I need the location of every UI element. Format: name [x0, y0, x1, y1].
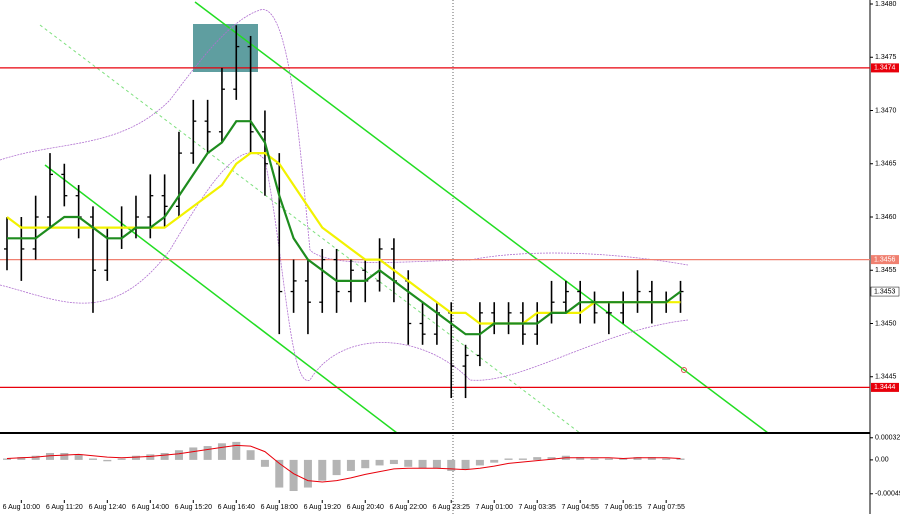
macd-bar [590, 458, 599, 460]
macd-bar [490, 459, 499, 463]
moving-average [6, 152, 681, 325]
level-label: 1.3444 [874, 384, 896, 391]
macd-bar [246, 450, 255, 460]
macd-bar [289, 459, 298, 492]
macd-signal [6, 444, 681, 483]
macd-bar [518, 458, 527, 460]
macd-bar [203, 446, 212, 460]
level-label-box [871, 255, 899, 265]
y-tick-label: 1.3475 [875, 54, 897, 61]
y-tick-label: 1.3445 [875, 374, 897, 381]
macd-bar [475, 459, 484, 466]
macd-bar [619, 458, 628, 460]
macd-bar [418, 459, 427, 469]
highlight-box [193, 24, 258, 72]
macd-bar [346, 459, 355, 471]
macd-y-tick-label: 0.00032 [875, 435, 900, 442]
macd-bar [633, 457, 642, 460]
y-tick-label: 1.3480 [875, 1, 897, 8]
x-tick-label: 6 Aug 10:00 [3, 504, 40, 511]
macd-bar [547, 457, 556, 460]
x-tick-label: 6 Aug 20:40 [347, 504, 384, 511]
macd-bar [389, 459, 398, 465]
macd-bar [174, 450, 183, 460]
moving-average [7, 120, 682, 336]
macd-bar [533, 457, 542, 460]
last-price-label: 1.3453 [874, 288, 896, 295]
x-tick-label: 7 Aug 07:55 [647, 504, 684, 511]
macd-bar [604, 458, 613, 460]
y-tick-label: 1.3455 [875, 267, 897, 274]
last-price-box [870, 286, 900, 297]
macd-bar [45, 452, 54, 460]
level-label-box [871, 382, 899, 392]
macd-bar [375, 459, 384, 466]
macd-bar [303, 459, 312, 488]
macd-y-tick-label: 0.00 [875, 457, 889, 464]
macd-bar [676, 458, 685, 460]
macd-bar [31, 455, 40, 460]
y-tick-label: 1.3465 [875, 161, 897, 168]
macd-bar [504, 458, 513, 460]
macd-bar [404, 459, 413, 467]
macd-bar [447, 459, 456, 471]
macd-bar [88, 458, 97, 460]
macd-bar [662, 458, 671, 460]
x-tick-label: 7 Aug 04:55 [562, 504, 599, 511]
channel-lower [44, 164, 398, 434]
macd-bar [361, 459, 370, 469]
macd-bar [117, 458, 126, 460]
x-tick-label: 6 Aug 19:20 [304, 504, 341, 511]
macd-bar [432, 459, 441, 469]
envelope-lower [0, 152, 689, 381]
macd-bar [146, 454, 155, 460]
macd-bar [3, 458, 11, 460]
macd-bar [189, 447, 198, 460]
marker [681, 367, 687, 373]
x-tick-label: 6 Aug 15:20 [175, 504, 212, 511]
x-tick-label: 7 Aug 01:00 [476, 504, 513, 511]
level-label-box [871, 63, 899, 73]
x-tick-label: 7 Aug 06:15 [605, 504, 642, 511]
x-tick-label: 6 Aug 11:20 [46, 504, 83, 511]
macd-bar [17, 457, 26, 460]
macd-bar [647, 457, 656, 460]
envelope-upper [0, 9, 689, 266]
macd-bar [461, 459, 470, 470]
macd-bar [160, 452, 169, 460]
y-tick-label: 1.3450 [875, 320, 897, 327]
macd-bar [318, 459, 327, 481]
macd-bar [74, 454, 83, 460]
macd-bar [576, 457, 585, 460]
macd-bar [275, 459, 284, 488]
y-tick-label: 1.3470 [875, 107, 897, 114]
macd-y-tick-label: -0.00049 [875, 491, 900, 498]
x-tick-label: 6 Aug 16:40 [218, 504, 255, 511]
macd-bar [217, 443, 226, 460]
y-tick-label: 1.3460 [875, 214, 897, 221]
x-tick-label: 6 Aug 12:40 [89, 504, 126, 511]
macd-bar [60, 452, 69, 460]
macd-bar [131, 455, 140, 460]
x-tick-label: 6 Aug 18:00 [261, 504, 298, 511]
macd-bar [103, 459, 112, 462]
macd-bar [232, 441, 241, 460]
level-label: 1.3456 [874, 256, 896, 263]
x-tick-label: 6 Aug 22:00 [390, 504, 427, 511]
level-label: 1.3474 [874, 65, 896, 72]
macd-bar [260, 459, 269, 467]
dashed-trend-line [39, 24, 581, 434]
drawings [0, 0, 769, 514]
x-tick-label: 6 Aug 23:25 [433, 504, 470, 511]
macd-bar [332, 459, 341, 476]
x-tick-label: 7 Aug 03:35 [519, 504, 556, 511]
x-tick-label: 6 Aug 14:00 [132, 504, 169, 511]
channel-upper [194, 1, 769, 434]
